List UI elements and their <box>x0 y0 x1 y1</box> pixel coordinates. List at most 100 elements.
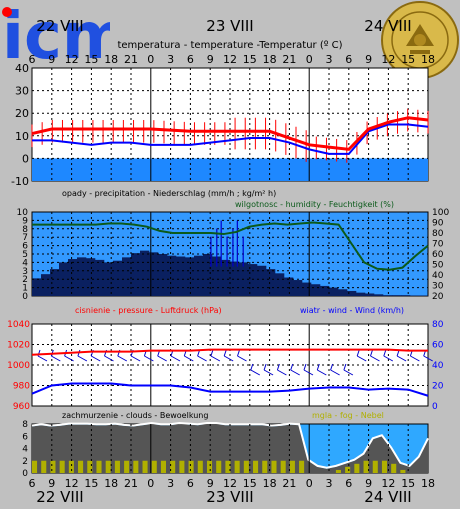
wind-barb <box>104 355 114 362</box>
temp-ytick: 30 <box>15 85 29 98</box>
precip-bar <box>338 289 348 296</box>
hour-tick-top: 3 <box>167 53 174 66</box>
wind-barb <box>330 369 340 376</box>
fog-bar <box>271 460 277 473</box>
fog-bar <box>114 460 120 473</box>
humidity-ytick: 60 <box>432 250 444 260</box>
hour-tick-bottom: 18 <box>263 477 277 490</box>
date-label-bottom: 23 VIII <box>206 488 253 506</box>
hour-tick-top: 0 <box>306 53 313 66</box>
hour-tick-bottom: 0 <box>306 477 313 490</box>
wind-barb <box>117 355 128 362</box>
precip-bar <box>32 278 42 296</box>
wind-ytick: 40 <box>432 361 444 371</box>
precip-bar <box>86 258 96 296</box>
wind-ytick: 80 <box>432 320 444 330</box>
fog-bar <box>197 460 203 473</box>
humidity-ytick: 30 <box>432 282 444 292</box>
wind-barb <box>383 355 394 362</box>
wind-ytick: 60 <box>432 341 444 351</box>
wind-barb-tick <box>210 349 214 357</box>
hour-tick-bottom: 12 <box>381 477 395 490</box>
hour-tick-top: 18 <box>421 53 435 66</box>
humidity-line <box>32 221 429 271</box>
wind-barb <box>197 355 207 362</box>
hour-tick-bottom: 9 <box>365 477 372 490</box>
precip-ytick: 4 <box>22 258 28 268</box>
temp-ytick: -10 <box>11 175 29 188</box>
hour-tick-bottom: 21 <box>282 477 296 490</box>
wind-barb-tick <box>237 349 240 357</box>
wind-barb <box>410 355 420 362</box>
temp-ytick: 20 <box>15 107 29 120</box>
date-label-top: 24 VIII <box>364 17 411 35</box>
hour-tick-bottom: 6 <box>29 477 36 490</box>
precip-title: opady - precipitation - Niederschlag (mm… <box>62 189 276 198</box>
wind-barb-tick <box>250 363 254 371</box>
hour-tick-bottom: 0 <box>147 477 154 490</box>
wind-barb-tick <box>290 363 294 371</box>
hour-tick-bottom: 3 <box>326 477 333 490</box>
precip-bar <box>203 254 213 296</box>
precip-bar <box>275 273 285 296</box>
humidity-ytick: 90 <box>432 219 444 229</box>
precip-bar <box>329 287 339 296</box>
fog-bar <box>299 460 305 473</box>
hour-tick-top: 6 <box>29 53 36 66</box>
hour-tick-bottom: 9 <box>48 477 55 490</box>
hour-tick-top: 9 <box>48 53 55 66</box>
fog-bar <box>142 460 148 473</box>
humidity-ytick: 20 <box>432 292 444 302</box>
temp-ytick: 0 <box>22 152 29 165</box>
wind-ytick: 20 <box>432 382 444 392</box>
temp-ytick: 40 <box>15 62 29 75</box>
fog-bar <box>243 460 249 473</box>
svg-text:icm: icm <box>2 4 110 62</box>
hour-tick-top: 6 <box>187 53 194 66</box>
precip-ytick: 9 <box>22 216 28 226</box>
wind-barb <box>184 355 194 362</box>
fog-bar <box>68 460 74 473</box>
pressure-ytick: 1000 <box>7 361 30 371</box>
precip-bar <box>302 282 312 296</box>
precip-bar <box>392 295 402 296</box>
pressure-ytick: 1020 <box>7 341 30 351</box>
date-label-top: 23 VIII <box>206 17 253 35</box>
hour-tick-bottom: 9 <box>207 477 214 490</box>
hour-tick-top: 18 <box>263 53 277 66</box>
wind-barb <box>370 355 380 362</box>
wind-barb <box>210 355 221 362</box>
wind-barb-tick <box>330 363 334 371</box>
precip-bar <box>356 292 366 296</box>
hour-tick-top: 9 <box>207 53 214 66</box>
hour-tick-bottom: 12 <box>223 477 237 490</box>
wind-barb <box>237 355 247 362</box>
pressure-line <box>31 348 428 356</box>
wind-barb <box>356 355 367 362</box>
fog-bar <box>59 460 65 473</box>
wind-barb <box>303 369 314 376</box>
precip-bar <box>77 257 87 296</box>
wind-barb <box>290 369 300 376</box>
clouds-title: zachmurzenie - clouds - Bewoelkung <box>62 411 208 420</box>
temp-ytick: 10 <box>15 130 29 143</box>
precip-bar <box>113 260 123 296</box>
fog-bar <box>151 460 157 473</box>
precip-ytick: 8 <box>22 225 28 235</box>
precip-bar <box>140 250 150 296</box>
wind-barb <box>250 369 261 376</box>
fog-bar <box>400 469 406 473</box>
wind-barb <box>423 355 433 362</box>
precip-bar <box>158 254 168 296</box>
wind-line <box>31 382 429 397</box>
precip-bar <box>185 257 195 296</box>
wind-barb-tick <box>356 349 360 357</box>
date-label-bottom: 24 VIII <box>364 488 411 506</box>
precip-bar <box>266 269 276 296</box>
fog-bar <box>133 460 139 473</box>
wind-barb <box>130 355 141 362</box>
clouds-ytick: 0 <box>22 469 28 479</box>
wind-barb <box>144 355 154 362</box>
precip-ytick: 0 <box>22 292 28 302</box>
